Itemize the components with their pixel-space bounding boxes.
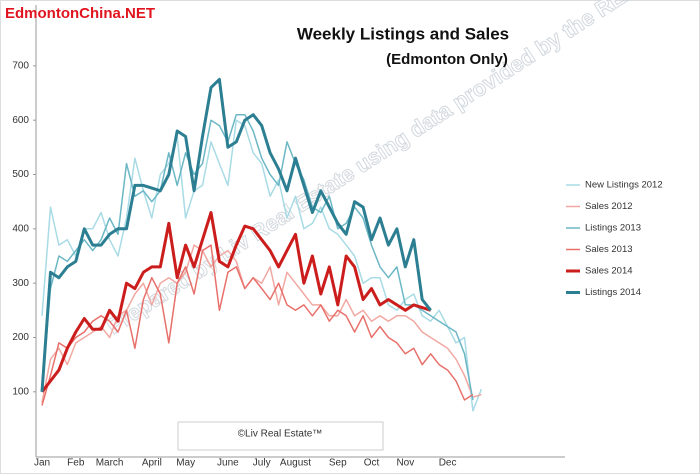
series-line [41,119,483,412]
series-line [41,244,482,403]
legend-label: New Listings 2012 [585,180,663,191]
copyright-box [177,421,384,451]
y-tick-label: 400 [12,223,29,234]
y-tick-label: 200 [12,332,29,343]
series-line [40,77,432,392]
legend-label: Sales 2012 [585,201,633,212]
y-tick-label: 300 [12,278,29,289]
x-tick-label: March [96,458,124,469]
x-tick-label: June [217,458,239,469]
chart-subtitle: (Edmonton Only) [386,51,508,68]
x-tick-label: April [142,458,162,469]
x-tick-label: July [253,458,271,469]
x-tick-label: Nov [396,458,414,469]
y-tick-label: 700 [12,60,29,71]
y-tick-label: 100 [12,386,29,397]
legend-label: Listings 2014 [585,287,641,298]
series-line [40,211,432,393]
x-tick-label: May [176,458,195,469]
legend-label: Sales 2014 [585,266,633,277]
x-tick-label: Oct [364,458,380,469]
chart-title: Weekly Listings and Sales [297,24,509,43]
x-tick-label: Jan [34,458,50,469]
x-tick-label: August [280,458,311,469]
y-tick-label: 600 [12,115,29,126]
legend-label: Sales 2013 [585,244,633,255]
legend-label: Listings 2013 [585,223,641,234]
series-line [41,244,474,406]
x-tick-label: Sep [329,458,347,469]
y-tick-label: 500 [12,169,29,180]
brand: EdmontonChina.NET [5,5,155,22]
x-tick-label: Dec [439,458,457,469]
series-line [41,113,474,401]
copyright: ©Liv Real Estate™ [238,429,323,440]
x-tick-label: Feb [67,458,85,469]
